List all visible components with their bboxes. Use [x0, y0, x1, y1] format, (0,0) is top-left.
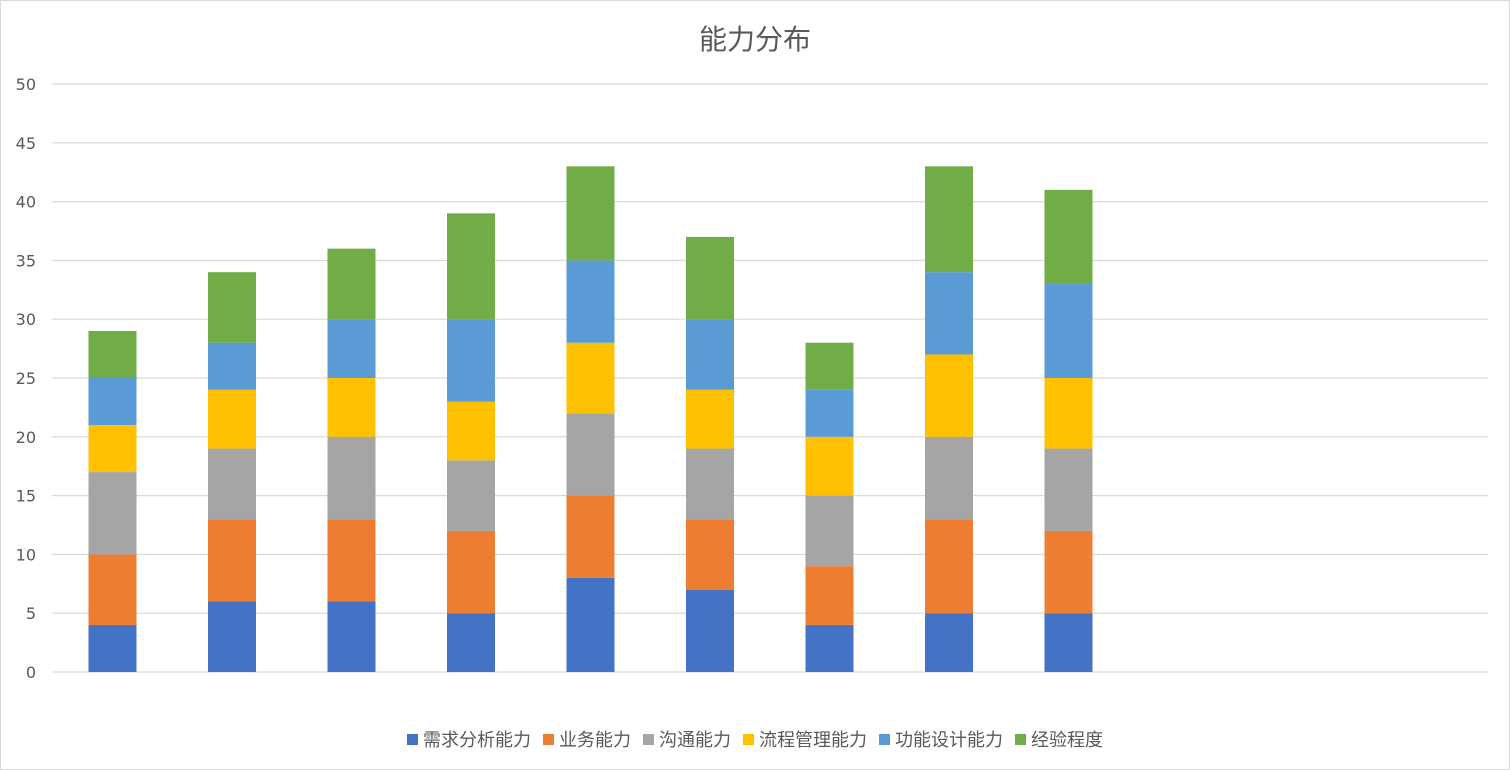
y-tick-label: 10 — [16, 545, 36, 564]
bar-segment — [925, 436, 973, 520]
y-tick-label: 30 — [16, 310, 36, 329]
bar-segment — [1044, 189, 1093, 284]
y-tick-label: 0 — [26, 663, 36, 682]
bar-segment — [925, 272, 973, 355]
bar-segment — [566, 495, 615, 578]
bar-segment — [1044, 283, 1093, 378]
bar-segment — [88, 624, 137, 672]
legend-label: 功能设计能力 — [895, 730, 1003, 751]
legend-label: 经验程度 — [1031, 730, 1103, 751]
chart-legend: 需求分析能力 业务能力 沟通能力 流程管理能力 功能设计能力 经验程度 — [0, 726, 1510, 752]
legend-swatch — [743, 733, 754, 745]
y-tick-label: 25 — [16, 369, 36, 388]
y-tick-label: 40 — [16, 193, 36, 212]
bar-segment — [208, 272, 256, 343]
bar-segment — [1044, 378, 1093, 449]
legend-item: 经验程度 — [1015, 726, 1103, 752]
bar-segment — [1044, 613, 1093, 672]
bar-segment — [566, 342, 615, 414]
legend-swatch — [1015, 733, 1026, 745]
legend-item: 沟通能力 — [643, 726, 731, 752]
bar-segment — [686, 319, 734, 390]
bar-segment — [447, 613, 495, 672]
chart-title: 能力分布 — [698, 23, 811, 56]
bar-segment — [447, 401, 495, 461]
bar-segment — [208, 601, 256, 672]
bar-segment — [1044, 448, 1093, 531]
bar-segment — [805, 342, 854, 390]
bar-segment — [327, 319, 376, 378]
legend-label: 需求分析能力 — [423, 730, 531, 751]
bar-segment — [327, 519, 376, 602]
legend-item: 功能设计能力 — [879, 726, 1003, 752]
bar-segment — [208, 448, 256, 520]
bar-segment — [327, 601, 376, 672]
bar-segment — [686, 236, 734, 320]
bar-segment — [686, 519, 734, 590]
bar-segment — [447, 319, 495, 402]
bar-segment — [925, 613, 973, 672]
bar-segment — [686, 448, 734, 520]
bar-segment — [805, 624, 854, 672]
legend-swatch — [879, 733, 890, 745]
y-tick-label: 35 — [16, 251, 36, 270]
legend-swatch — [643, 733, 654, 745]
y-tick-label: 5 — [26, 604, 36, 623]
bar-segment — [925, 166, 973, 273]
legend-item: 需求分析能力 — [407, 726, 531, 752]
bar-segment — [327, 378, 376, 437]
y-tick-label: 20 — [16, 428, 36, 447]
bar-segment — [88, 472, 137, 555]
bar-segment — [566, 166, 615, 261]
bar-segment — [1044, 530, 1093, 614]
legend-label: 业务能力 — [559, 730, 631, 751]
bar-segment — [327, 248, 376, 320]
bar-segment — [805, 566, 854, 625]
legend-item: 业务能力 — [543, 726, 631, 752]
bar-segment — [447, 213, 495, 320]
bar-segment — [88, 330, 137, 378]
bar-segment — [925, 519, 973, 614]
bar-segment — [805, 389, 854, 437]
bar-segment — [925, 354, 973, 437]
bar-segment — [88, 425, 137, 473]
legend-label: 沟通能力 — [659, 730, 731, 751]
legend-item: 流程管理能力 — [743, 726, 867, 752]
bar-segment — [88, 378, 137, 426]
bar-segment — [686, 389, 734, 449]
bar-segment — [327, 436, 376, 520]
bar-segment — [805, 436, 854, 496]
bar-segment — [805, 495, 854, 567]
bar-segment — [88, 554, 137, 625]
bar-segment — [208, 342, 256, 390]
bar-segment — [566, 577, 615, 672]
bar-segment — [566, 413, 615, 496]
bar-segment — [686, 589, 734, 672]
bar-segment — [447, 530, 495, 614]
bar-segment — [208, 389, 256, 449]
legend-label: 流程管理能力 — [759, 730, 867, 751]
y-tick-label: 45 — [16, 134, 36, 153]
bar-segment — [208, 519, 256, 602]
legend-swatch — [543, 733, 554, 745]
bar-segment — [447, 460, 495, 531]
y-tick-label: 15 — [16, 487, 36, 506]
legend-swatch — [407, 733, 418, 745]
bar-segment — [566, 260, 615, 343]
y-tick-label: 50 — [16, 75, 36, 94]
